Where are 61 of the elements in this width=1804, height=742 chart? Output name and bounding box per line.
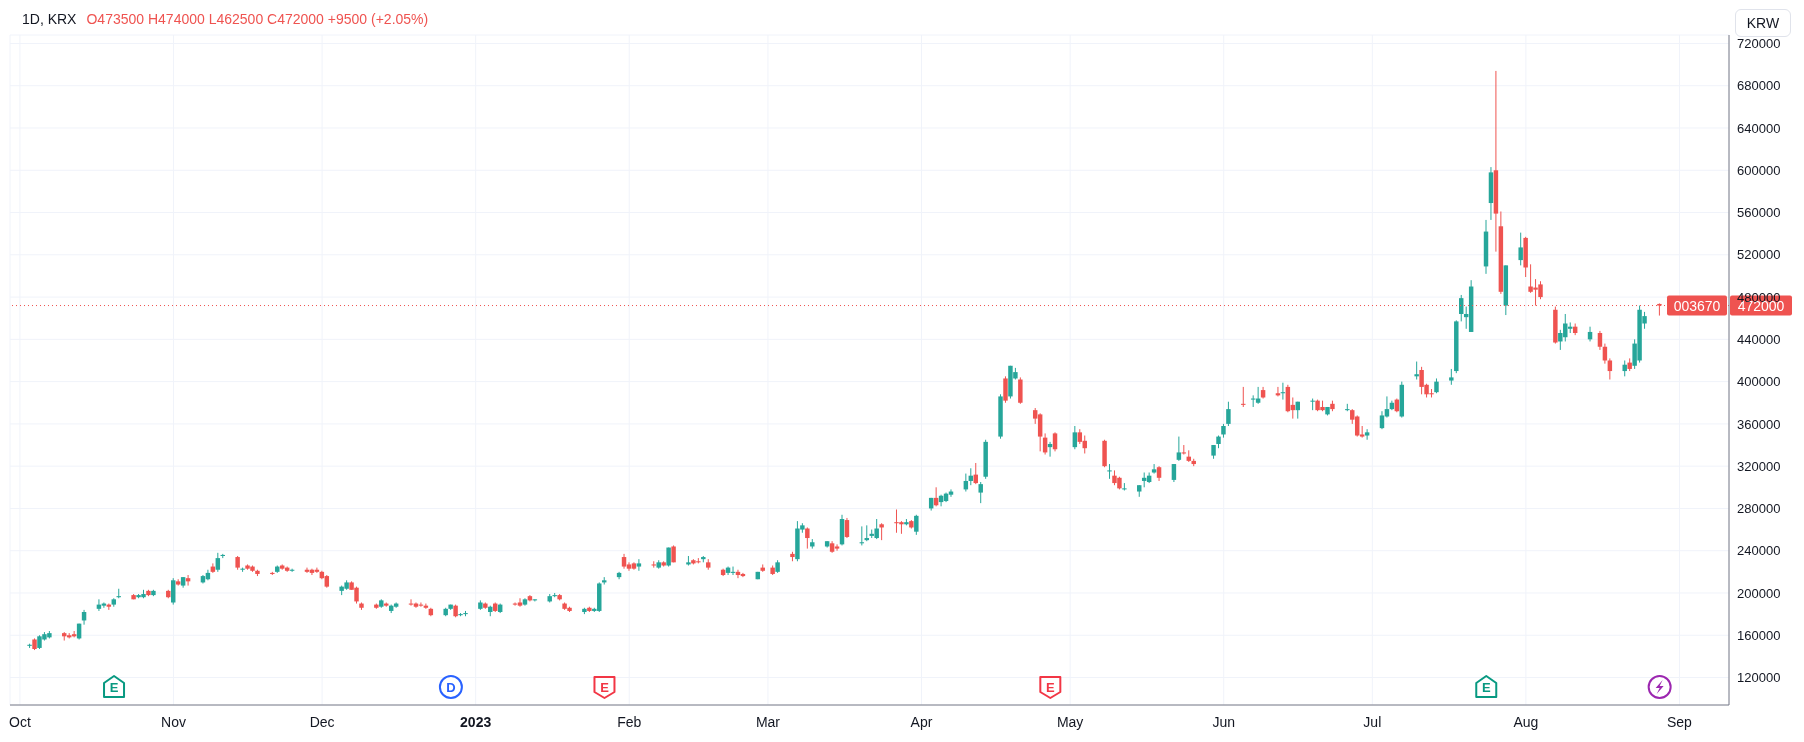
y-tick-label: 680000: [1737, 78, 1781, 94]
y-tick-label: 240000: [1737, 543, 1781, 559]
x-tick-label: May: [1056, 714, 1084, 730]
candlestick: [1151, 463, 1157, 475]
y-axis-title: KRW: [1735, 9, 1791, 37]
x-tick-label: Mar: [755, 714, 781, 730]
candlestick: [1107, 463, 1112, 480]
y-tick-label: 600000: [1737, 162, 1781, 178]
candlestick: [636, 558, 642, 572]
y-tick-label: 640000: [1737, 120, 1781, 136]
y-tick-label: 160000: [1737, 627, 1781, 643]
y-tick-label: 400000: [1737, 374, 1781, 390]
y-tick-label: 440000: [1737, 331, 1781, 347]
candlestick: [1597, 330, 1603, 351]
y-tick-label: 320000: [1737, 458, 1781, 474]
y-tick-label: 720000: [1737, 36, 1781, 52]
candlestick: [215, 552, 221, 573]
annotation: 003670: [1673, 297, 1721, 314]
x-tick-label: Aug: [1513, 714, 1539, 730]
candlestick: [1354, 414, 1360, 438]
candlestick: [1003, 375, 1008, 404]
candlestick: [1241, 386, 1246, 408]
candlestick: [1052, 431, 1058, 452]
candlestick: [1607, 357, 1613, 381]
x-tick-label: Nov: [161, 714, 186, 730]
y-tick-label: 560000: [1737, 205, 1781, 221]
candlestick: [517, 597, 523, 608]
x-tick-label: Sep: [1667, 714, 1693, 730]
annotation: E: [109, 680, 119, 695]
x-tick-label: Oct: [9, 714, 31, 730]
candlestick: [1037, 412, 1043, 452]
x-tick-label: Dec: [309, 714, 335, 730]
y-tick-label: 120000: [1737, 670, 1781, 686]
x-tick-label: Jul: [1363, 714, 1382, 730]
y-tick-label: 280000: [1737, 501, 1781, 517]
candlestick: [914, 514, 919, 536]
annotation: E: [1045, 680, 1055, 695]
x-tick-label: Apr: [910, 714, 933, 730]
candlestick: [874, 518, 879, 540]
candlestick: [805, 526, 810, 550]
y-tick-label: 200000: [1737, 585, 1781, 601]
y-tick-label: 520000: [1737, 247, 1781, 263]
candlestick: [978, 481, 983, 504]
annotation: E: [1481, 680, 1491, 695]
x-tick-label: Jun: [1212, 714, 1235, 730]
candlestick: [834, 543, 840, 552]
chart-title: 1D, KRX: [22, 11, 77, 27]
chart-subtitle: O473500 H474000 L462500 C472000 +9500 (+2.05%): [86, 11, 429, 27]
candlestick: [1072, 425, 1078, 450]
candlestick: [1226, 401, 1231, 427]
y-tick-label: 360000: [1737, 416, 1781, 432]
x-tick-label: Feb: [617, 714, 642, 730]
annotation: E: [600, 680, 610, 695]
candlestick: [1518, 232, 1523, 266]
candlestick: [1176, 436, 1182, 462]
candlestick: [1364, 428, 1370, 441]
annotation: D: [446, 680, 456, 695]
candlestick: [844, 517, 850, 539]
candlestick: [1018, 376, 1023, 405]
candlestick: [626, 561, 632, 572]
x-tick-label: 2023: [460, 714, 492, 730]
